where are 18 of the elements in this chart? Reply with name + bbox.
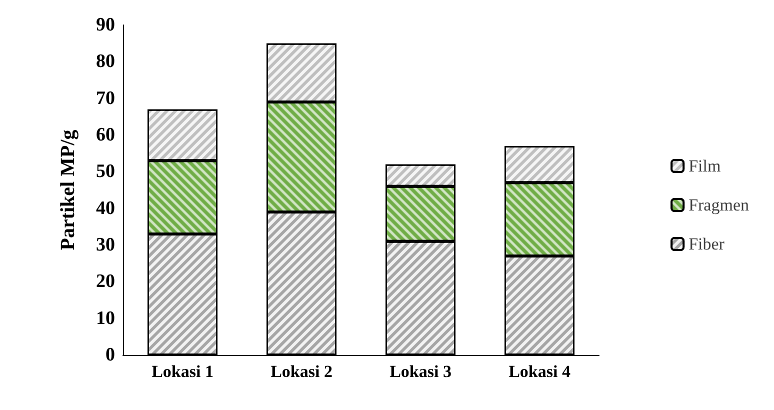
y-tick-label: 80: [96, 51, 115, 72]
y-tick-label: 0: [106, 344, 115, 366]
y-tick-label: 60: [96, 124, 115, 146]
x-tick-label: Lokasi 3: [390, 362, 452, 381]
x-tick-label: Lokasi 2: [270, 362, 332, 381]
y-tick-label: 20: [96, 271, 115, 292]
y-axis-title: Partikel MP/g: [57, 130, 79, 250]
y-tick-label: 50: [96, 161, 115, 182]
legend-label: Film: [688, 156, 721, 176]
y-tick-label: 40: [96, 198, 115, 219]
y-tick-label: 30: [96, 234, 115, 256]
y-tick-label: 70: [96, 88, 115, 109]
y-tick-label: 90: [96, 14, 115, 36]
legend-label: Fiber: [688, 234, 725, 254]
y-tick-label: 10: [96, 308, 115, 329]
x-tick-label: Lokasi 1: [152, 362, 214, 381]
x-tick-label: Lokasi 4: [508, 362, 571, 381]
legend-label: Fragmen: [688, 196, 750, 214]
